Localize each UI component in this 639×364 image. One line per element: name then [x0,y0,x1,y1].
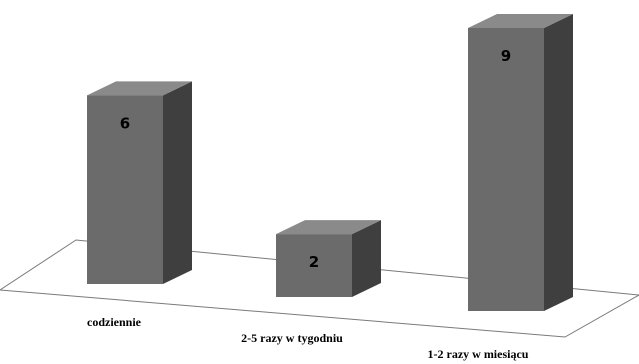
data-label: 6 [120,114,130,132]
bar-side [163,81,192,284]
bar-top [276,220,381,235]
bar-side [352,220,381,297]
bar-side [544,14,573,311]
bars-layer: 6 2 9 [87,14,573,311]
data-label: 9 [501,47,511,65]
category-label: 1-2 razy w miesiącu [428,347,529,361]
bar-front [276,234,352,297]
category-label: 2-5 razy w tygodniu [241,331,343,345]
bar-3: 9 [468,14,573,311]
bar-top [87,81,192,96]
chart-floor [0,239,639,338]
bar-front [87,95,163,284]
bar-front [468,28,544,311]
bar-top [468,14,573,28]
category-label: codziennie [87,315,142,329]
bar-2: 2 [276,220,381,297]
bar-1: 6 [87,81,192,284]
labels-layer: codziennie 2-5 razy w tygodniu 1-2 razy w … [87,315,529,361]
data-label: 2 [309,253,319,271]
